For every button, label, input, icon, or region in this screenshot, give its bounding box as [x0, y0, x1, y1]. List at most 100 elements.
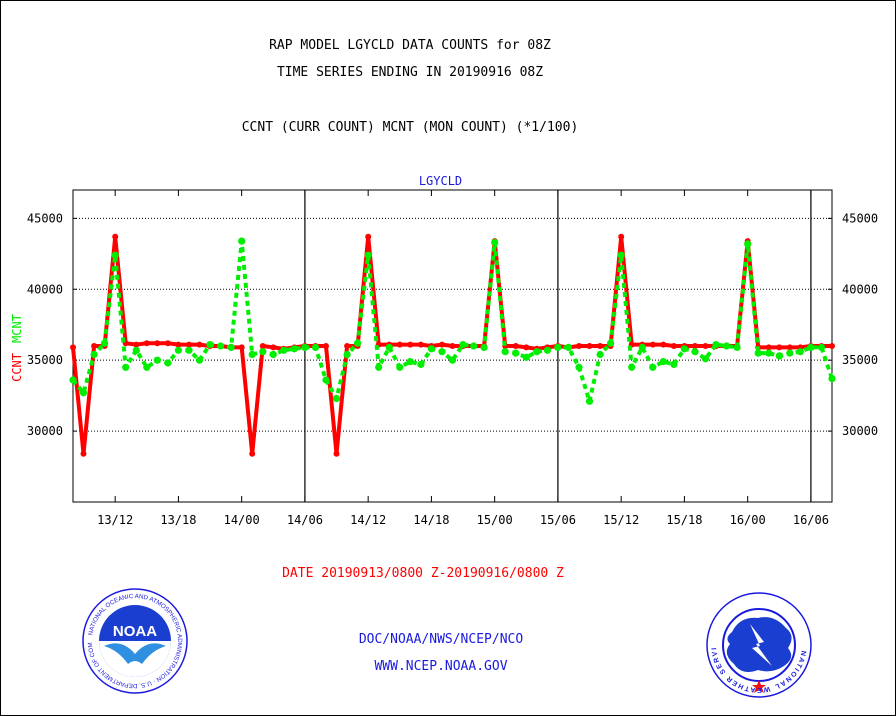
mcnt-point: [132, 346, 140, 354]
y-tick-label-left: 30000: [27, 424, 63, 438]
mcnt-point: [90, 350, 98, 359]
mcnt-point: [628, 363, 636, 371]
ccnt-point: [396, 341, 403, 348]
mcnt-point: [79, 389, 88, 397]
mcnt-point: [828, 375, 836, 383]
mcnt-point: [585, 397, 594, 405]
mcnt-point: [691, 348, 699, 356]
mcnt-point: [491, 238, 499, 247]
mcnt-point: [248, 350, 256, 359]
mcnt-point: [733, 343, 741, 351]
mcnt-point: [448, 356, 457, 364]
ccnt-point: [238, 344, 245, 351]
mcnt-point: [638, 343, 646, 351]
x-tick-label: 15/06: [540, 513, 576, 527]
mcnt-point: [322, 376, 330, 384]
mcnt-point: [406, 358, 414, 366]
x-tick-label: 16/00: [730, 513, 766, 527]
mcnt-point: [617, 251, 625, 259]
series-note: CCNT (CURR COUNT) MCNT (MON COUNT) (*1/1…: [241, 120, 579, 135]
ccnt-point: [186, 341, 192, 348]
mcnt-point: [143, 363, 151, 371]
ccnt-point: [80, 450, 87, 457]
x-tick-label: 13/18: [160, 513, 196, 527]
ccnt-point: [196, 341, 203, 348]
mcnt-point: [522, 353, 530, 361]
y-tick-label-left: 40000: [27, 282, 63, 296]
ccnt-point: [175, 341, 182, 348]
x-tick-label: 14/18: [413, 513, 449, 527]
ccnt-point: [765, 344, 772, 351]
mcnt-point: [164, 359, 172, 367]
date-range-label: DATE 20190913/0800 Z-20190916/0800 Z: [282, 566, 564, 581]
y-axis-label-ccnt: CCNT: [10, 353, 24, 382]
mcnt-point: [438, 348, 446, 356]
mcnt-point: [311, 343, 320, 351]
mcnt-point: [701, 355, 710, 363]
mcnt-point: [543, 346, 552, 354]
ccnt-point: [586, 343, 593, 349]
mcnt-point: [501, 348, 509, 356]
figure-title: RAP MODEL LGYCLD DATA COUNTS for 08Z: [269, 38, 551, 53]
noaa-logo-icon: NOAA NATIONAL OCEANIC AND ATMOSPHERIC AD…: [82, 588, 188, 694]
ccnt-point: [70, 344, 76, 351]
ccnt-point: [692, 343, 698, 349]
mcnt-point: [195, 356, 204, 364]
ccnt-point: [91, 343, 98, 349]
mcnt-point: [101, 339, 109, 347]
ccnt-point: [112, 233, 119, 240]
ccnt-point: [776, 344, 783, 351]
mcnt-point: [459, 341, 467, 349]
y-tick-label-left: 45000: [27, 211, 63, 225]
mcnt-point: [153, 356, 161, 364]
ccnt-point: [576, 343, 582, 349]
mcnt-point: [111, 251, 119, 259]
ccnt-point: [154, 340, 161, 347]
ccnt-point: [249, 450, 256, 457]
mcnt-point: [533, 348, 541, 356]
y-axis-label: CCNT MCNT: [10, 314, 24, 382]
mcnt-point: [723, 342, 731, 350]
mcnt-point: [69, 376, 77, 384]
x-tick-label: 16/06: [793, 513, 829, 527]
nws-logo-icon: NATIONAL WEATHER SERVICE: [706, 592, 812, 698]
x-tick-label: 15/18: [666, 513, 702, 527]
ccnt-point: [660, 341, 667, 348]
y-tick-label-left: 35000: [27, 353, 63, 367]
ccnt-point: [829, 343, 835, 349]
chart-title: LGYCLD: [419, 174, 462, 188]
y-tick-label-right: 30000: [842, 424, 878, 438]
x-tick-label: 14/12: [350, 513, 386, 527]
mcnt-point: [512, 349, 520, 357]
figure-subtitle: TIME SERIES ENDING IN 20190916 08Z: [276, 65, 544, 80]
mcnt-point: [217, 342, 225, 350]
mcnt-point: [575, 363, 583, 371]
mcnt-point: [670, 360, 678, 368]
y-axis-label-mcnt: MCNT: [10, 314, 24, 343]
mcnt-point: [564, 343, 573, 351]
mcnt-point: [269, 350, 277, 359]
mcnt-point: [765, 349, 773, 357]
mcnt-point: [364, 251, 372, 259]
mcnt-point: [754, 349, 762, 357]
ccnt-point: [133, 341, 140, 348]
ccnt-point: [597, 343, 604, 349]
svg-text:NOAA: NOAA: [113, 623, 157, 640]
mcnt-line: [71, 239, 834, 404]
ccnt-point: [164, 340, 171, 347]
mcnt-point: [417, 360, 425, 368]
mcnt-point: [343, 350, 351, 359]
mcnt-point: [649, 363, 657, 371]
mcnt-point: [280, 346, 288, 354]
ccnt-point: [333, 450, 340, 457]
ccnt-point: [417, 341, 424, 348]
mcnt-point: [817, 343, 826, 351]
ccnt-point: [407, 341, 414, 348]
ccnt-point: [523, 344, 530, 351]
ccnt-point: [449, 343, 456, 349]
ccnt-point: [512, 343, 519, 349]
ccnt-point: [618, 233, 625, 240]
mcnt-point: [596, 350, 604, 359]
mcnt-point: [427, 345, 435, 353]
ccnt-point: [143, 340, 150, 347]
